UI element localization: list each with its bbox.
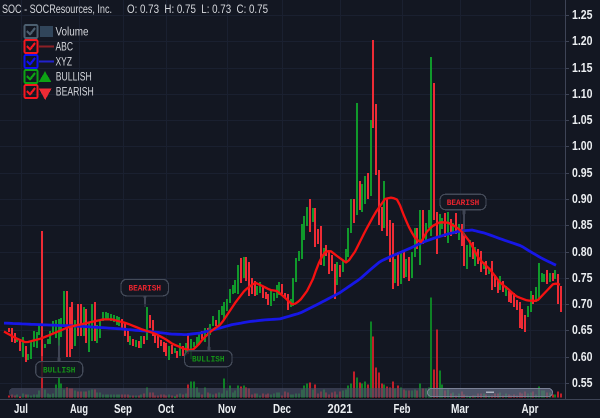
- svg-text:SOC - SOCResources, Inc.: SOC - SOCResources, Inc.: [2, 4, 112, 16]
- svg-text:BEARISH: BEARISH: [56, 87, 94, 99]
- svg-text:ABC: ABC: [56, 42, 74, 54]
- svg-text:Aug: Aug: [70, 402, 88, 416]
- svg-text:1.00: 1.00: [572, 139, 593, 153]
- svg-text:0.85: 0.85: [572, 218, 593, 232]
- svg-text:0.80: 0.80: [572, 245, 593, 259]
- svg-text:0.55: 0.55: [572, 376, 593, 390]
- svg-text:BULLISH: BULLISH: [192, 356, 225, 365]
- svg-text:Jul: Jul: [14, 402, 28, 416]
- svg-text:0.90: 0.90: [572, 192, 593, 206]
- svg-text:Volume: Volume: [56, 27, 89, 39]
- svg-text:Feb: Feb: [394, 402, 411, 416]
- svg-text:Sep: Sep: [114, 402, 132, 416]
- svg-text:0.60: 0.60: [572, 350, 593, 364]
- svg-text:1.05: 1.05: [572, 113, 593, 127]
- svg-text:1.20: 1.20: [572, 34, 593, 48]
- svg-text:0.75: 0.75: [572, 271, 593, 285]
- svg-text:BEARISH: BEARISH: [447, 199, 480, 208]
- svg-text:BULLISH: BULLISH: [43, 366, 76, 375]
- svg-text:0.95: 0.95: [572, 166, 593, 180]
- svg-text:BULLISH: BULLISH: [56, 72, 92, 84]
- svg-text:Apr: Apr: [522, 402, 539, 416]
- svg-text:1.25: 1.25: [572, 8, 593, 22]
- svg-text:2021: 2021: [328, 402, 353, 416]
- svg-text:Dec: Dec: [273, 402, 291, 416]
- svg-text:Nov: Nov: [218, 402, 236, 416]
- svg-text:1.15: 1.15: [572, 61, 593, 75]
- svg-text:BEARISH: BEARISH: [129, 285, 162, 294]
- svg-text:O: 0.73 H: 0.75 L: 0.73 C:: O: 0.73 H: 0.75 L: 0.73 C: 0.75: [127, 4, 268, 16]
- svg-text:Mar: Mar: [451, 402, 469, 416]
- svg-text:0.70: 0.70: [572, 297, 593, 311]
- svg-text:0.65: 0.65: [572, 323, 593, 337]
- svg-text:XYZ: XYZ: [56, 57, 73, 69]
- svg-text:Oct: Oct: [158, 402, 175, 416]
- svg-text:1.10: 1.10: [572, 87, 593, 101]
